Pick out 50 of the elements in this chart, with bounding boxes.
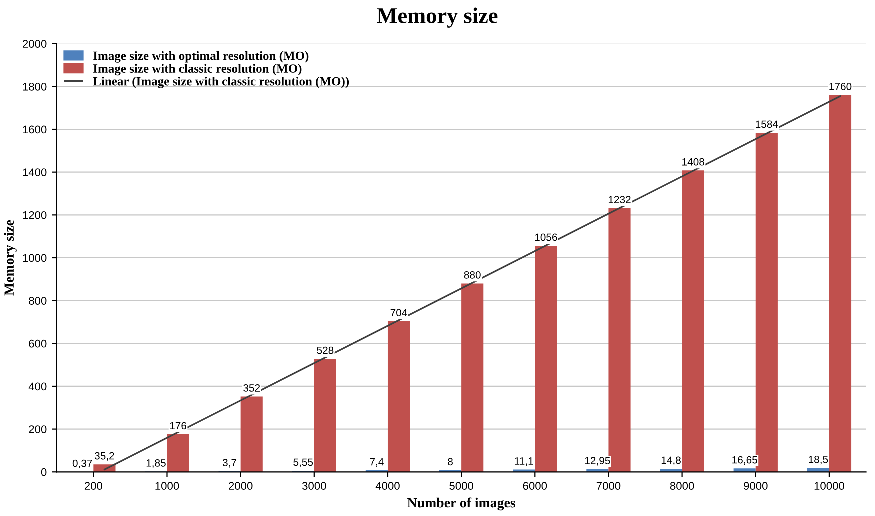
y-tick-label: 400: [28, 382, 47, 391]
data-label: 176: [170, 422, 187, 430]
data-label: 18,5: [809, 456, 828, 465]
x-tick-label: 8000: [670, 482, 694, 490]
x-tick-label: 4000: [376, 482, 400, 490]
y-tick-label: 800: [29, 297, 47, 305]
x-tick-label: 2000: [229, 482, 253, 490]
data-label: 11,1: [515, 458, 534, 466]
data-label: 5,55: [294, 458, 314, 468]
x-tick-label: 5000: [450, 482, 474, 490]
data-label: 3,7: [222, 459, 237, 468]
x-tick-label: 7000: [596, 482, 621, 490]
data-label: 14,8: [662, 456, 681, 466]
data-label: 1,85: [146, 460, 166, 468]
data-label: 880: [464, 271, 481, 279]
data-label: 1584: [756, 120, 778, 128]
data-label: 1408: [682, 158, 704, 166]
legend-label: Image size with optimal resolution (MO): [94, 51, 309, 63]
y-tick-label: 1800: [23, 82, 47, 91]
data-label: 1056: [535, 234, 558, 242]
x-tick-label: 1000: [156, 482, 180, 490]
data-label: 1760: [830, 83, 852, 90]
data-label: 1232: [608, 196, 631, 204]
chart-title: Memory size: [377, 8, 498, 28]
data-label: 528: [317, 346, 334, 354]
x-tick-label: 200: [84, 482, 102, 490]
x-axis-title: Number of images: [408, 498, 516, 511]
data-label: 7,4: [370, 458, 384, 467]
x-tick-label: 3000: [302, 482, 326, 490]
y-tick-label: 1000: [23, 254, 47, 262]
data-label: 0,37: [72, 460, 92, 468]
y-tick-label: 1200: [23, 211, 47, 220]
x-tick-label: 9000: [744, 482, 768, 490]
data-label: 35,2: [94, 452, 114, 461]
data-label: 16,65: [732, 456, 758, 465]
y-tick-label: 2000: [22, 40, 47, 48]
y-tick-label: 1600: [23, 126, 47, 134]
data-label: 12,95: [585, 457, 610, 466]
legend-label: Image size with classic resolution (MO): [94, 64, 302, 76]
y-tick-label: 0: [41, 468, 47, 476]
x-tick-label: 6000: [523, 482, 548, 490]
y-axis-title: Memory size: [4, 220, 17, 296]
data-label: 704: [390, 309, 408, 317]
x-tick-label: 10000: [814, 482, 844, 490]
y-tick-label: 1400: [23, 168, 47, 176]
y-tick-label: 600: [29, 340, 47, 348]
data-label: 8: [448, 458, 453, 466]
data-label: 352: [244, 384, 260, 392]
y-tick-label: 200: [29, 426, 47, 434]
legend-label: Linear (Image size with classic resolution (MO)): [93, 76, 350, 88]
